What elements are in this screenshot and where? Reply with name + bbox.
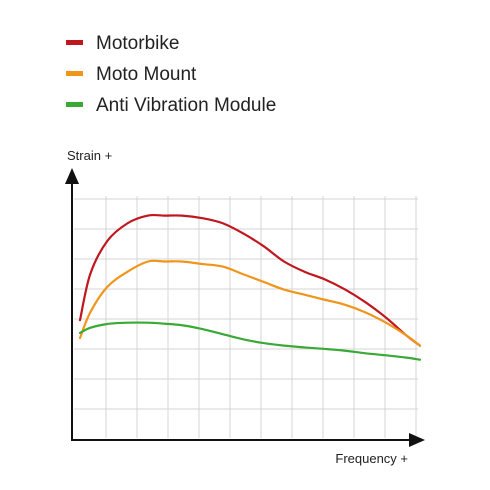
legend-swatch-moto-mount	[66, 71, 83, 76]
legend-swatch-anti-vibration-module	[66, 102, 83, 107]
x-axis-arrow-icon	[409, 433, 425, 447]
series-line-anti-vibration-module	[78, 321, 422, 361]
grid	[74, 196, 418, 438]
x-axis-label: Frequency +	[335, 451, 408, 466]
axes	[65, 168, 425, 447]
legend-label-moto-mount: Moto Mount	[96, 64, 197, 85]
series-layer	[78, 213, 422, 361]
legend: Motorbike Moto Mount Anti Vibration Module	[66, 33, 276, 116]
legend-label-motorbike: Motorbike	[96, 33, 179, 54]
legend-swatch-motorbike	[66, 40, 83, 45]
y-axis-arrow-icon	[65, 168, 79, 184]
series-line-moto-mount	[78, 259, 422, 347]
y-axis-label: Strain +	[67, 148, 112, 163]
series-line-motorbike	[78, 213, 422, 347]
legend-label-anti-vibration-module: Anti Vibration Module	[96, 95, 276, 116]
